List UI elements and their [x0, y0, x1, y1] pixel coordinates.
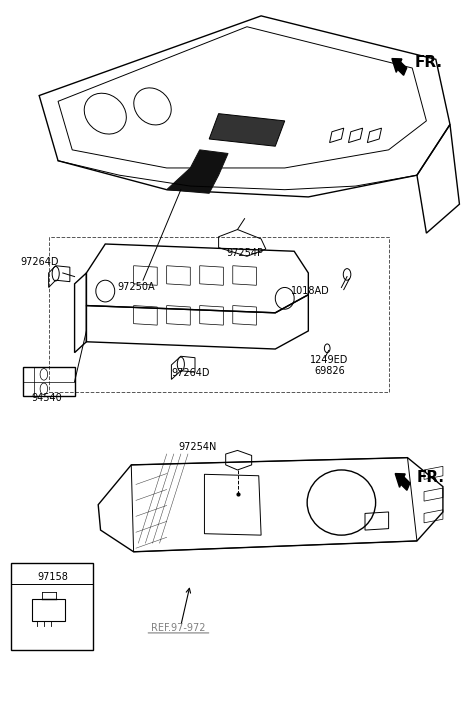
Text: 1249ED: 1249ED	[310, 355, 349, 365]
Text: 1018AD: 1018AD	[291, 286, 330, 296]
FancyArrow shape	[392, 59, 407, 76]
Text: 97254P: 97254P	[226, 249, 263, 258]
FancyArrow shape	[395, 473, 410, 490]
Text: FR.: FR.	[415, 55, 443, 71]
Text: 69826: 69826	[314, 366, 345, 376]
Text: 97254N: 97254N	[178, 442, 217, 451]
Text: 97158: 97158	[37, 572, 68, 582]
Polygon shape	[167, 150, 228, 193]
Text: 97264D: 97264D	[20, 257, 58, 267]
Text: 97250A: 97250A	[117, 283, 155, 292]
Polygon shape	[209, 113, 285, 146]
Text: 97264D: 97264D	[171, 368, 209, 378]
Text: 94540: 94540	[31, 393, 62, 403]
Text: REF.97-972: REF.97-972	[151, 623, 206, 632]
Text: FR.: FR.	[417, 470, 445, 485]
